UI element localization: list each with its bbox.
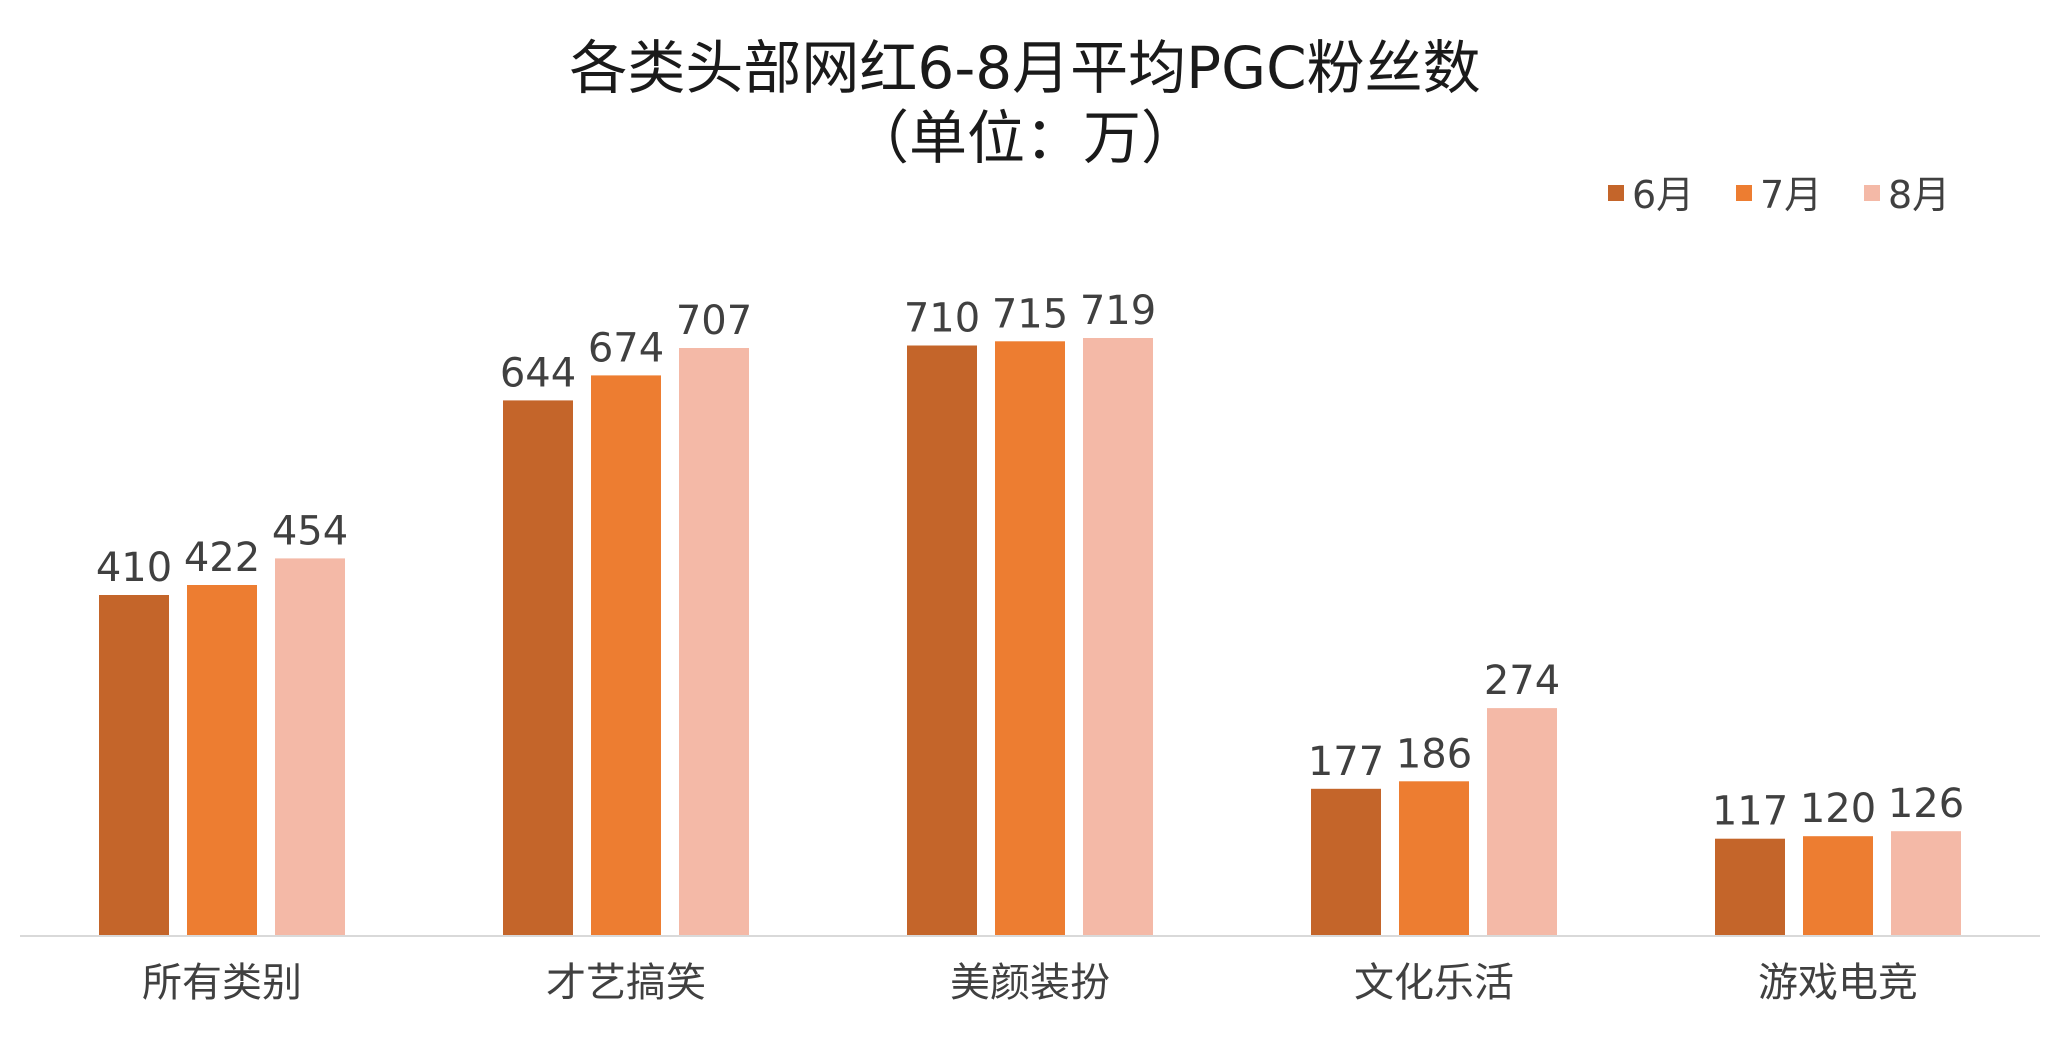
- data-label-4-series-2: 186: [1396, 731, 1472, 777]
- legend: 6月 7月 8月: [1608, 173, 1950, 217]
- bar-1-series-2: [187, 585, 257, 936]
- data-label-5-series-1: 117: [1712, 789, 1788, 835]
- bar-5-series-2: [1803, 836, 1873, 936]
- category-labels-group: 所有类别 才艺搞笑 美颜装扮 文化乐活 游戏电竞: [142, 960, 1918, 1006]
- category-label-3: 美颜装扮: [950, 960, 1110, 1006]
- data-labels-group: 410 422 454 644 674 707 710 715 719 177 186 274 117 1…: [96, 288, 1964, 835]
- chart-title: 各类头部网红6-8月平均PGC粉丝数: [569, 34, 1480, 102]
- category-label-5: 游戏电竞: [1758, 960, 1918, 1006]
- legend-label-1: 6月: [1632, 173, 1694, 217]
- legend-swatch-2: [1736, 185, 1752, 201]
- bar-1-series-3: [275, 558, 345, 936]
- data-label-2-series-3: 707: [676, 298, 752, 344]
- data-label-4-series-3: 274: [1484, 658, 1560, 704]
- legend-label-3: 8月: [1888, 173, 1950, 217]
- bar-2-series-1: [503, 400, 573, 936]
- category-label-2: 才艺搞笑: [546, 960, 706, 1006]
- data-label-2-series-1: 644: [500, 350, 576, 396]
- category-label-4: 文化乐活: [1354, 960, 1514, 1006]
- category-label-1: 所有类别: [142, 960, 302, 1006]
- bars-group: [99, 338, 1961, 936]
- bar-2-series-3: [679, 348, 749, 936]
- data-label-1-series-1: 410: [96, 545, 172, 591]
- data-label-3-series-3: 719: [1080, 288, 1156, 334]
- legend-swatch-3: [1864, 185, 1880, 201]
- bar-5-series-1: [1715, 838, 1785, 936]
- bar-3-series-3: [1083, 338, 1153, 936]
- data-label-2-series-2: 674: [588, 325, 664, 371]
- bar-3-series-2: [995, 341, 1065, 936]
- data-label-5-series-3: 126: [1888, 781, 1964, 827]
- data-label-3-series-2: 715: [992, 291, 1068, 337]
- legend-label-2: 7月: [1760, 173, 1822, 217]
- bar-3-series-1: [907, 345, 977, 936]
- data-label-3-series-1: 710: [904, 296, 980, 342]
- bar-4-series-1: [1311, 788, 1381, 936]
- bar-1-series-1: [99, 595, 169, 936]
- bar-4-series-2: [1399, 781, 1469, 936]
- bar-2-series-2: [591, 375, 661, 936]
- chart-subtitle: （单位：万）: [851, 104, 1199, 172]
- bar-4-series-3: [1487, 708, 1557, 936]
- data-label-1-series-3: 454: [272, 508, 348, 554]
- legend-swatch-1: [1608, 185, 1624, 201]
- data-label-5-series-2: 120: [1800, 786, 1876, 832]
- bar-5-series-3: [1891, 831, 1961, 936]
- data-label-1-series-2: 422: [184, 535, 260, 581]
- data-label-4-series-1: 177: [1308, 739, 1384, 785]
